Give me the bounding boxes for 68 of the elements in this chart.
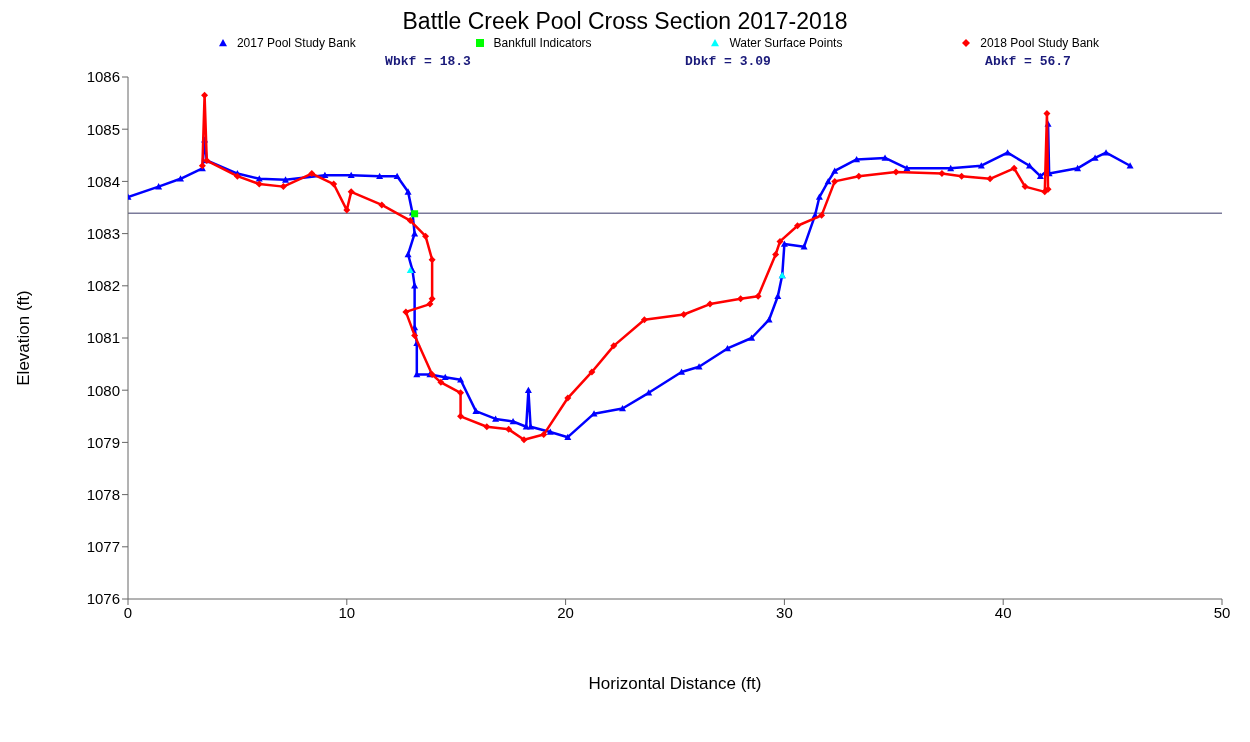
point [754,292,762,300]
legend-label: Bankfull Indicators [492,36,592,50]
point [428,295,436,303]
x-tick-label: 50 [1213,603,1231,621]
point [938,170,946,178]
y-axis-title: Elevation (ft) [14,290,34,386]
point [422,232,430,240]
point [426,300,434,308]
point [855,172,863,180]
point [892,168,900,176]
point [610,342,618,350]
point [428,256,436,264]
legend-label: 2018 Pool Study Bank [979,36,1100,50]
point [737,295,745,303]
point [347,188,355,196]
point [255,180,263,188]
point [402,308,410,316]
text: Dbkf = 3.09 [685,54,771,69]
point [958,172,966,180]
point [1021,183,1029,191]
point [794,222,802,230]
legend-label: Water Surface Points [728,36,843,50]
point [505,425,513,433]
y-tick-label: 1076 [86,590,120,608]
y-tick-label: 1081 [86,329,120,347]
x-axis-title: Horizontal Distance (ft) [588,674,762,693]
point [986,175,994,183]
chart-title: Battle Creek Pool Cross Section 2017-2018 [401,8,849,36]
point [457,412,465,420]
point [564,394,572,402]
y-tick-label: 1082 [86,277,120,295]
point [831,177,839,185]
y-tick-label: 1086 [86,68,120,86]
x-tick-label: 20 [557,603,574,621]
x-tick-label: 40 [994,603,1012,621]
legend-label: 2017 Pool Study Bank [235,36,356,50]
x-tick-label: 0 [123,603,133,621]
point [378,201,386,209]
point [406,217,414,225]
point [437,378,445,386]
point [279,183,287,191]
point [520,436,528,444]
x-tick-label: 30 [776,603,793,621]
point [772,250,780,258]
y-tick-label: 1084 [86,172,120,190]
point [457,389,465,397]
point [201,91,209,99]
point [411,331,419,339]
text: Wbkf = 18.3 [385,54,471,69]
y-tick-label: 1077 [86,538,120,556]
x-tick-label: 10 [338,603,356,621]
point [483,423,491,431]
text: Abkf = 56.7 [985,54,1071,69]
y-tick-label: 1085 [86,120,120,138]
point [818,211,826,219]
y-tick-label: 1083 [86,224,120,242]
y-tick-label: 1079 [86,433,120,451]
point [640,316,648,324]
point [330,180,338,188]
point [588,368,596,376]
point [680,311,688,319]
point [706,300,714,308]
point [308,170,316,178]
point [1010,164,1018,172]
y-tick-label: 1078 [86,485,120,503]
point [776,237,784,245]
y-tick-label: 1080 [86,381,120,399]
point [540,431,548,439]
